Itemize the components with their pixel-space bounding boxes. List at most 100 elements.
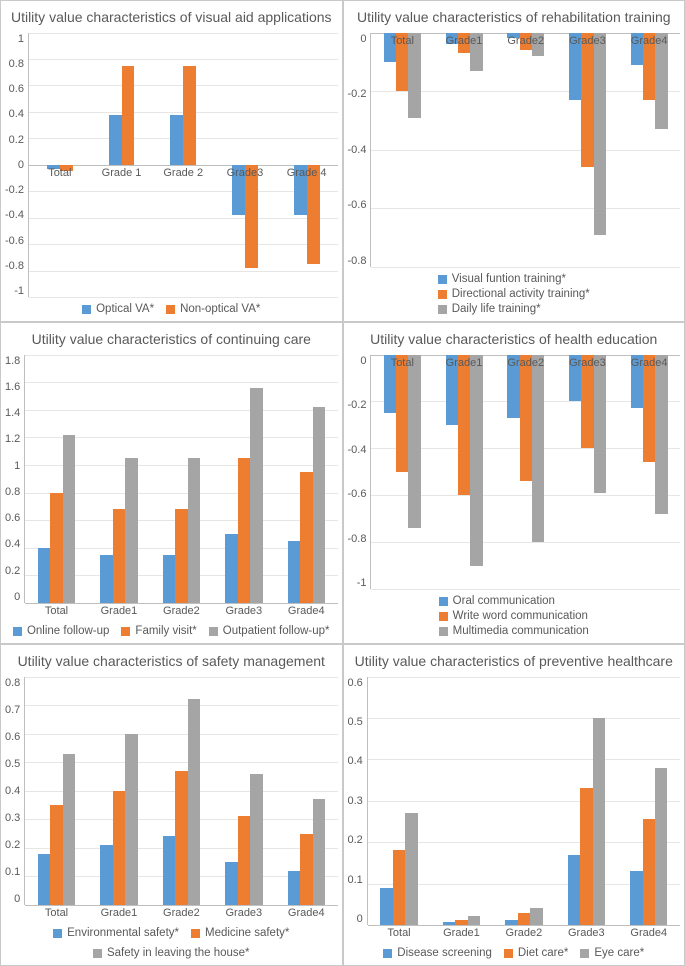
category-label: Grade1 — [446, 357, 483, 369]
category-label: Total — [45, 907, 68, 919]
y-tick-label: 0 — [360, 33, 366, 45]
bar — [175, 771, 187, 905]
legend-label: Diet care* — [518, 947, 569, 959]
bar — [313, 407, 325, 603]
chart-grid: Utility value characteristics of visual … — [0, 0, 685, 966]
bar — [393, 850, 405, 925]
bar-groups: TotalGrade1Grade2Grade3Grade4 — [25, 355, 337, 604]
bar — [581, 355, 593, 449]
plot-area: TotalGrade1Grade2Grade3Grade4 — [24, 677, 337, 906]
bar-groups: TotalGrade1Grade2Grade3Grade4 — [371, 33, 680, 268]
legend-swatch — [82, 305, 91, 314]
y-tick-label: 1 — [18, 33, 24, 45]
legend-label: Eye care* — [594, 947, 644, 959]
bar-group: Total — [371, 355, 433, 590]
legend-label: Multimedia communication — [453, 625, 589, 637]
chart-title: Utility value characteristics of prevent… — [355, 653, 673, 671]
chart-panel: Utility value characteristics of visual … — [0, 0, 343, 322]
y-tick-label: -1 — [14, 285, 24, 297]
legend-label: Optical VA* — [96, 303, 154, 315]
legend-item: Write word communication — [439, 610, 588, 622]
legend-swatch — [438, 305, 447, 314]
bar-group: Grade4 — [275, 355, 337, 604]
category-label: Total — [391, 357, 414, 369]
bar-group: Grade1 — [433, 33, 495, 268]
category-label: Total — [48, 167, 71, 179]
plot-area: TotalGrade1Grade2Grade3Grade4 — [370, 33, 680, 268]
category-label: Grade2 — [507, 357, 544, 369]
bar-group: Grade1 — [88, 355, 150, 604]
bar — [238, 458, 250, 603]
bar — [122, 66, 135, 165]
y-tick-label: 0 — [357, 913, 363, 925]
bar — [307, 165, 320, 264]
bar — [594, 33, 606, 235]
bar — [643, 819, 655, 925]
y-axis: 1.81.61.41.210.80.60.40.20 — [5, 355, 24, 604]
legend-item: Disease screening — [383, 947, 492, 959]
bar — [100, 845, 112, 905]
bar-group: Grade2 — [493, 677, 555, 926]
plot-area: TotalGrade 1Grade 2Grade3Grade 4 — [28, 33, 338, 298]
bar-group: Total — [25, 677, 87, 906]
bar — [109, 115, 122, 165]
legend-item: Outpatient follow-up* — [209, 625, 330, 637]
y-tick-label: 0.5 — [5, 758, 20, 770]
legend-label: Online follow-up — [27, 625, 109, 637]
category-label: Grade2 — [163, 907, 200, 919]
bar — [408, 355, 420, 529]
legend-swatch — [191, 929, 200, 938]
zero-baseline — [368, 925, 680, 926]
zero-baseline — [25, 603, 337, 604]
bar-group: Grade 1 — [91, 33, 153, 298]
bar-groups: TotalGrade1Grade2Grade3Grade4 — [25, 677, 337, 906]
bar — [470, 355, 482, 566]
category-label: Grade 2 — [163, 167, 203, 179]
bar — [125, 458, 137, 603]
category-label: Grade3 — [569, 357, 606, 369]
bar — [443, 922, 455, 925]
legend-item: Environmental safety* — [53, 927, 179, 939]
y-tick-label: 0.5 — [348, 716, 363, 728]
bar — [163, 836, 175, 905]
y-tick-label: -0.6 — [348, 488, 367, 500]
legend-item: Optical VA* — [82, 303, 154, 315]
bar — [630, 871, 642, 925]
legend-swatch — [438, 290, 447, 299]
bar-group: Grade4 — [618, 355, 680, 590]
legend-item: Visual funtion training* — [438, 273, 566, 285]
legend-swatch — [439, 612, 448, 621]
category-label: Grade4 — [630, 927, 667, 939]
legend-item: Directional activity training* — [438, 288, 590, 300]
chart-panel: Utility value characteristics of health … — [343, 322, 685, 644]
bar — [380, 888, 392, 925]
chart-panel: Utility value characteristics of rehabil… — [343, 0, 685, 322]
legend-item: Online follow-up — [13, 625, 109, 637]
bar — [245, 165, 258, 268]
bar — [250, 774, 262, 905]
bar-group: Grade1 — [88, 677, 150, 906]
bar — [313, 799, 325, 905]
bar-group: Grade 2 — [152, 33, 214, 298]
bar — [50, 805, 62, 905]
legend: Visual funtion training* Directional acti… — [434, 267, 594, 317]
y-tick-label: 0.8 — [5, 677, 20, 689]
bar — [594, 355, 606, 493]
legend-label: Safety in leaving the house* — [107, 947, 250, 959]
category-label: Grade4 — [631, 35, 668, 47]
legend-swatch — [13, 627, 22, 636]
category-label: Total — [45, 605, 68, 617]
legend-swatch — [93, 949, 102, 958]
y-tick-label: 0.8 — [5, 486, 20, 498]
y-tick-label: 0.3 — [348, 795, 363, 807]
chart-title: Utility value characteristics of health … — [370, 331, 657, 349]
y-tick-label: -0.2 — [348, 399, 367, 411]
bar-group: Total — [371, 33, 433, 268]
legend-swatch — [580, 949, 589, 958]
category-label: Grade 4 — [287, 167, 327, 179]
y-axis: 0.80.70.60.50.40.30.20.10 — [5, 677, 24, 906]
y-tick-label: 0.4 — [5, 785, 20, 797]
plot-area: TotalGrade1Grade2Grade3Grade4 — [24, 355, 337, 604]
bar-groups: Total Grade1 Grade2 Grade3 Grade4 — [371, 355, 680, 590]
y-tick-label: -0.8 — [348, 255, 367, 267]
